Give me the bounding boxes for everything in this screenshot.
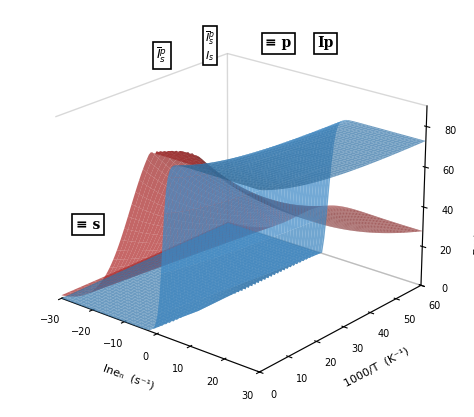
Text: $\overline{I}_{s}^{p}$: $\overline{I}_{s}^{p}$	[156, 45, 167, 65]
X-axis label: lneₙ  (s⁻¹): lneₙ (s⁻¹)	[102, 363, 155, 391]
Y-axis label: 1000/T  (K⁻¹): 1000/T (K⁻¹)	[343, 346, 410, 389]
Text: ≡ p: ≡ p	[265, 36, 292, 50]
Text: $\overline{I}_{s}^{p}$
$I_{s}$: $\overline{I}_{s}^{p}$ $I_{s}$	[205, 30, 215, 63]
Text: ≡ s: ≡ s	[76, 218, 100, 232]
Text: Ip: Ip	[318, 36, 334, 50]
